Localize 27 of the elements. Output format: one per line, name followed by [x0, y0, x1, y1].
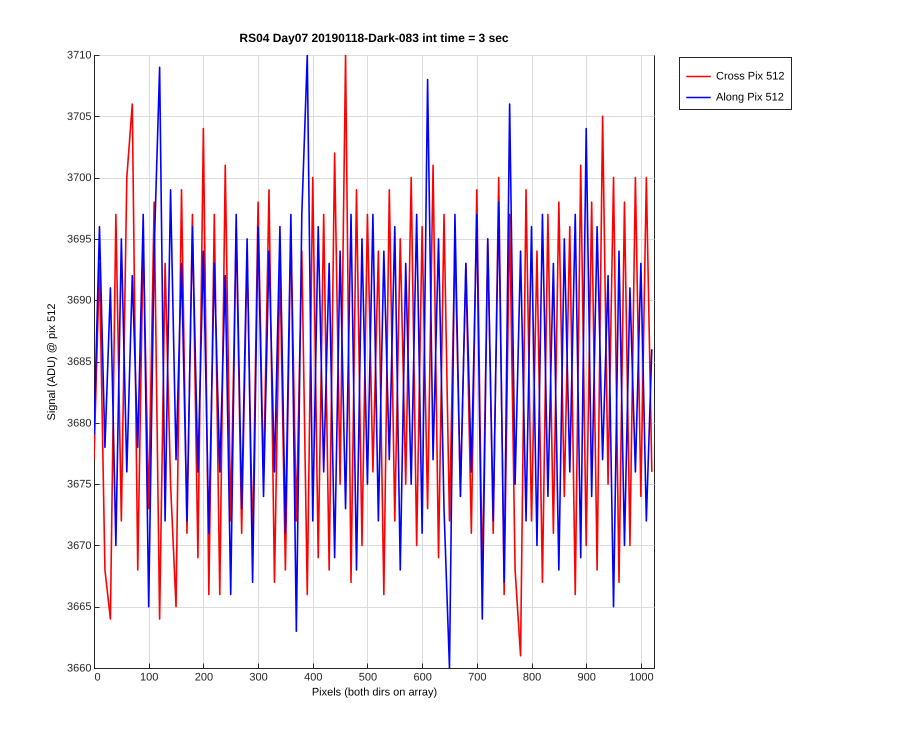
x-tick-label: 800: [522, 672, 542, 684]
y-tick-label: 3710: [67, 50, 92, 62]
y-axis-title: Signal (ADU) @ pix 512: [46, 304, 58, 420]
x-tick-label: 900: [578, 672, 596, 684]
x-tick-label: 300: [249, 672, 268, 684]
legend-label: Along Pix 512: [716, 92, 784, 104]
y-tick-label: 3685: [67, 356, 92, 368]
x-tick-label: 200: [194, 672, 214, 684]
x-tick-label: 500: [358, 672, 378, 684]
x-tick-label: 1000: [629, 672, 654, 684]
y-tick-label: 3670: [67, 540, 92, 552]
y-tick-label: 3675: [67, 478, 92, 491]
y-tick-label: 3695: [67, 233, 92, 246]
legend-label: Cross Pix 512: [716, 70, 784, 82]
chart-title: RS04 Day07 20190118-Dark-083 int time = 3 sec: [239, 31, 509, 45]
y-tick-label: 3660: [67, 662, 92, 674]
x-tick-label: 100: [140, 672, 158, 684]
x-axis-title: Pixels (both dirs on array): [312, 686, 438, 698]
x-tick-label: 0: [94, 672, 101, 684]
y-tick-label: 3700: [67, 172, 92, 184]
y-tick-label: 3705: [67, 110, 92, 123]
x-tick-label: 700: [468, 672, 486, 684]
y-tick-label: 3665: [67, 601, 92, 614]
x-tick-label: 400: [304, 672, 322, 684]
y-tick-label: 3680: [67, 417, 92, 430]
y-tick-label: 3690: [67, 294, 92, 307]
x-tick-label: 600: [413, 672, 432, 684]
